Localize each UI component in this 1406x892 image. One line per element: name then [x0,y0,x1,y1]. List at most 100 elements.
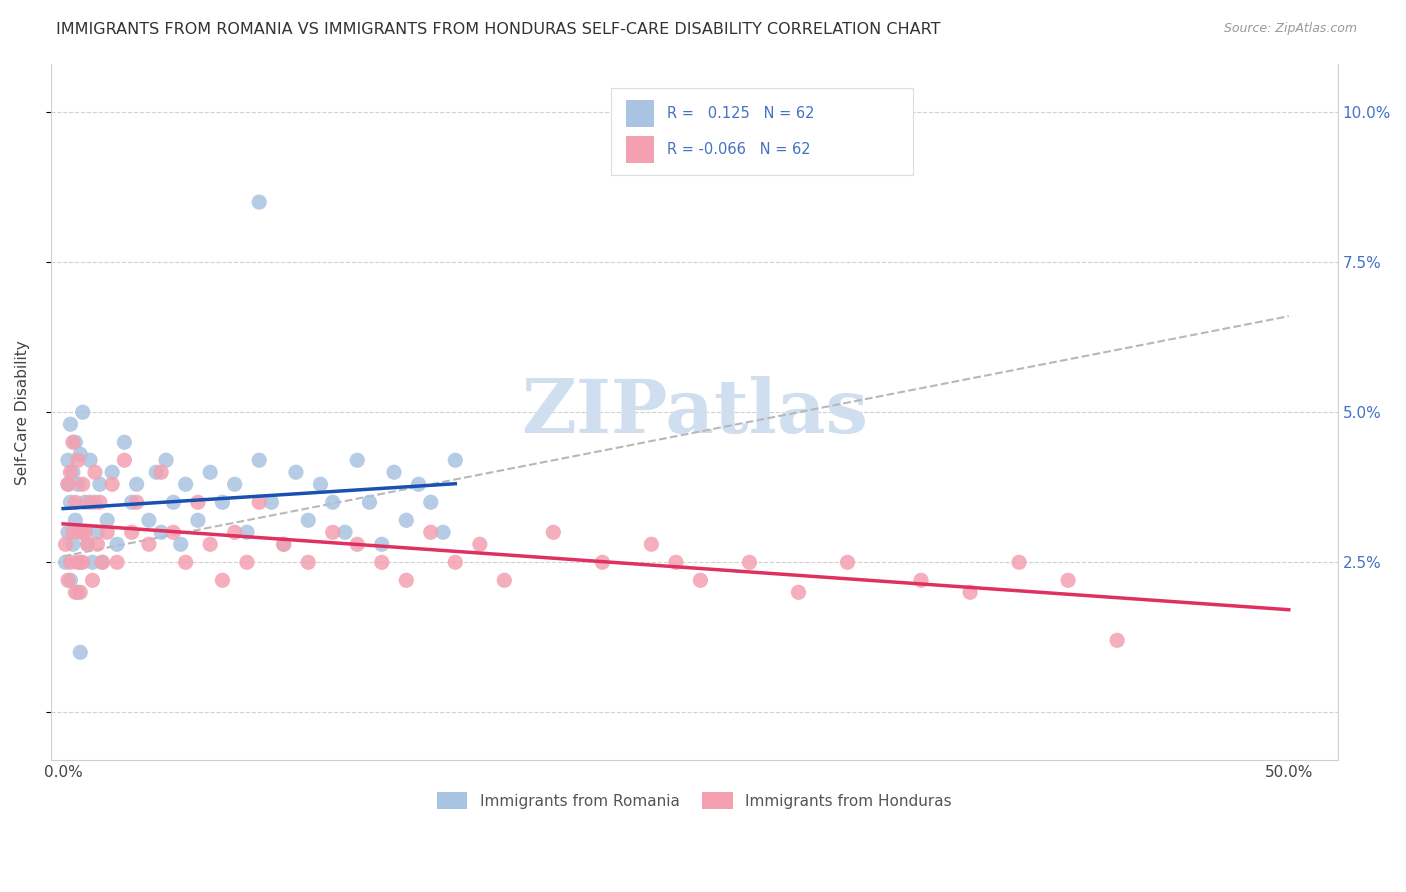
Point [76,537,98,551]
Point [82,555,104,569]
Text: ZIPatlas: ZIPatlas [520,376,868,449]
Point [59,555,82,569]
Point [72,405,94,419]
Point [69,447,91,461]
Point [89,495,111,509]
Point [665,555,688,569]
Point [66,585,89,599]
Point [69,645,91,659]
Point [59,465,82,479]
Point [322,495,344,509]
Point [105,537,128,551]
Point [59,417,82,432]
Point [84,465,107,479]
Point [82,574,104,588]
Point [1008,555,1031,569]
Point [395,574,418,588]
Point [75,495,97,509]
Point [224,525,246,540]
Point [346,537,368,551]
Point [96,525,118,540]
Point [62,525,84,540]
Point [247,195,270,210]
Point [297,513,319,527]
Point [69,555,91,569]
Point [101,477,124,491]
Point [371,537,394,551]
Point [247,453,270,467]
Point [86,525,108,540]
Point [198,465,221,479]
Legend: Immigrants from Romania, Immigrants from Honduras: Immigrants from Romania, Immigrants from… [430,786,957,815]
Point [112,453,135,467]
Point [224,477,246,491]
Point [65,435,87,450]
Point [91,555,114,569]
Point [101,465,124,479]
Point [75,525,97,540]
Point [689,574,711,588]
Point [84,495,107,509]
Point [837,555,859,569]
Point [322,525,344,540]
Point [55,537,77,551]
Point [66,453,89,467]
Point [543,525,565,540]
Point [145,465,167,479]
Point [65,513,87,527]
Point [211,574,233,588]
Point [91,555,114,569]
Point [65,495,87,509]
Point [121,525,143,540]
Point [359,495,381,509]
Point [56,525,79,540]
Point [738,555,761,569]
FancyBboxPatch shape [610,88,912,176]
Point [236,525,259,540]
Point [260,495,283,509]
Point [65,585,87,599]
Bar [626,100,654,127]
Bar [626,136,654,163]
Point [62,465,84,479]
Point [468,537,491,551]
Point [150,525,173,540]
Point [56,477,79,491]
Point [72,555,94,569]
Point [72,525,94,540]
Point [76,537,98,551]
Point [211,495,233,509]
Point [86,537,108,551]
Point [284,465,307,479]
Point [79,495,101,509]
Point [66,555,89,569]
Point [444,555,467,569]
Point [959,585,981,599]
Point [59,495,82,509]
Point [56,574,79,588]
Point [150,465,173,479]
Point [138,537,160,551]
Point [79,453,101,467]
Point [62,537,84,551]
Point [138,513,160,527]
Point [59,574,82,588]
Point [1107,633,1129,648]
Point [273,537,295,551]
Point [273,537,295,551]
Point [408,477,430,491]
Point [444,453,467,467]
Point [382,465,405,479]
Point [89,477,111,491]
Point [55,555,77,569]
Point [187,495,209,509]
Text: IMMIGRANTS FROM ROMANIA VS IMMIGRANTS FROM HONDURAS SELF-CARE DISABILITY CORRELA: IMMIGRANTS FROM ROMANIA VS IMMIGRANTS FR… [56,22,941,37]
Point [155,453,177,467]
Point [69,585,91,599]
Point [419,525,441,540]
Point [910,574,932,588]
Point [72,477,94,491]
Point [121,495,143,509]
Point [56,477,79,491]
Point [66,477,89,491]
